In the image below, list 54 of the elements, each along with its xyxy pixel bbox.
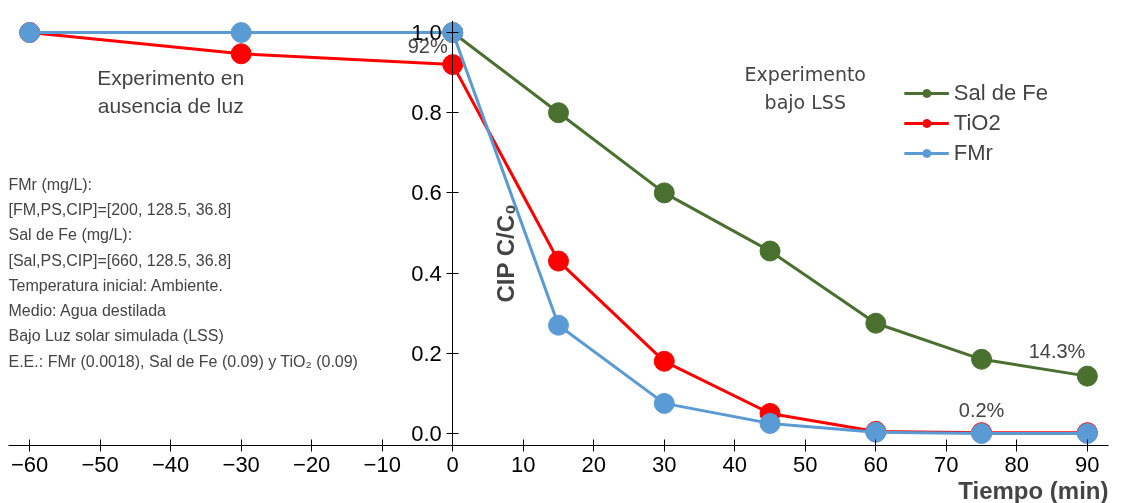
legend-label: TiO2 [953, 110, 1001, 136]
x-tick-label: −40 [152, 451, 190, 477]
point [442, 54, 464, 76]
legend-label: FMr [953, 140, 993, 166]
annotation: Experimento [744, 62, 866, 85]
x-tick-label: 90 [1075, 451, 1100, 477]
annotation: Temperatura inicial: Ambiente. [8, 276, 223, 294]
x-tick-label: 60 [863, 451, 889, 477]
annotation: [FM,PS,CIP]=[200, 128.5, 36.8] [8, 201, 232, 219]
annotation: [Sal,PS,CIP]=[660, 128.5, 36.8] [8, 251, 232, 269]
y-tick-label: 0.8 [411, 100, 442, 126]
point [1076, 365, 1098, 387]
point [653, 392, 675, 414]
x-tick-label: 10 [511, 451, 536, 477]
point [230, 43, 252, 65]
x-tick-label: 0 [446, 451, 459, 477]
y-axis-title: CIP C/C₀ [492, 204, 520, 303]
point [548, 102, 569, 124]
point [548, 314, 569, 336]
point [759, 412, 781, 434]
point [653, 350, 675, 372]
annotation: ausencia de luz [97, 93, 244, 117]
point [653, 182, 675, 204]
x-tick-label: 40 [722, 451, 748, 477]
point [759, 240, 781, 262]
point [865, 312, 887, 334]
x-tick-label: −60 [10, 451, 49, 477]
x-tick-label: −50 [81, 451, 119, 477]
x-tick-label: −30 [222, 451, 260, 477]
x-tick-label: −10 [363, 451, 401, 477]
annotation: Sal de Fe (mg/L): [8, 226, 133, 244]
legend-label: Sal de Fe [953, 80, 1048, 106]
point [548, 250, 569, 272]
annotation: 0.2% [958, 398, 1005, 421]
x-tick-label: 30 [652, 451, 677, 477]
annotation: bajo LSS [764, 90, 846, 113]
x-tick-label: −20 [293, 451, 331, 477]
point [230, 22, 252, 44]
point [971, 348, 993, 370]
x-tick-label: 50 [793, 451, 818, 477]
x-tick-label: 20 [581, 451, 607, 477]
x-tick-label: 80 [1004, 451, 1030, 477]
annotation: Bajo Luz solar simulada (LSS) [8, 327, 224, 345]
y-tick-label: 0.2 [411, 340, 442, 366]
annotation: Experimento en [97, 65, 245, 89]
x-tick-label: 70 [934, 451, 959, 477]
y-tick-label: 0.6 [411, 180, 442, 206]
annotation: Medio: Agua destilada [8, 302, 167, 320]
annotation: E.E.: FMr (0.0018), Sal de Fe (0.09) y TiO₂ (0.09) [8, 352, 358, 370]
x-axis-title: Tiempo (min) [958, 476, 1109, 503]
annotation: 14.3% [1028, 340, 1086, 363]
annotation: FMr (mg/L): [8, 175, 93, 193]
y-tick-label: 0.0 [411, 420, 442, 446]
y-tick-label: 0.4 [411, 260, 442, 286]
